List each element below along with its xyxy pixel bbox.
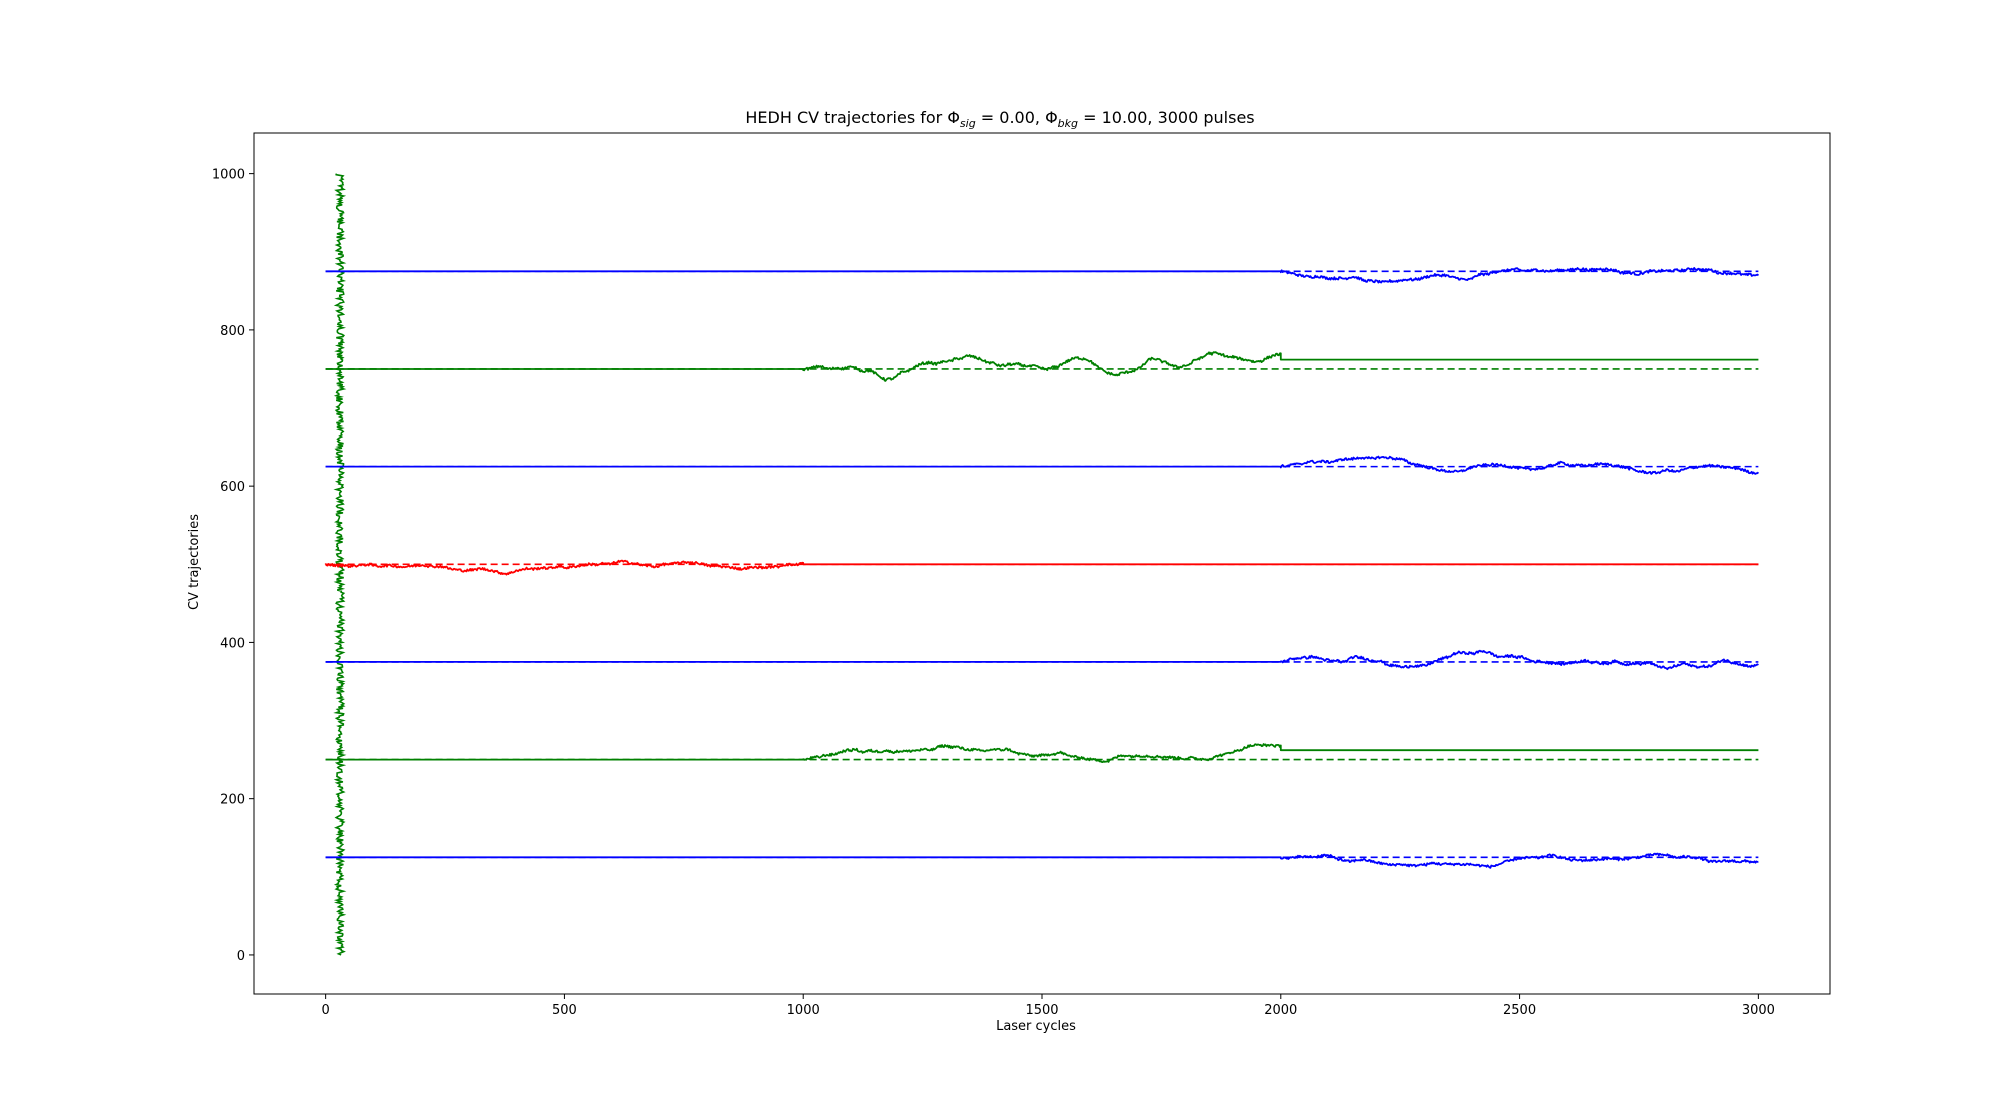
- x-tick-label: 1000: [787, 1003, 820, 1018]
- trajectory-blue-375: [325, 649, 1759, 671]
- y-tick-label: 1000: [212, 168, 245, 183]
- title-sig-sub: sig: [960, 117, 976, 130]
- x-tick-label: 1500: [1025, 1003, 1058, 1018]
- title-prefix: HEDH CV trajectories for: [745, 108, 947, 127]
- x-tick-label: 2500: [1503, 1003, 1536, 1018]
- x-axis-label: Laser cycles: [996, 1019, 1076, 1034]
- x-tick-label: 2000: [1264, 1003, 1297, 1018]
- title-sig-symbol: Φ: [947, 108, 960, 127]
- trajectory-green-750: [325, 351, 1759, 382]
- y-tick-label: 200: [220, 793, 245, 808]
- title-bkg-value: = 10.00, 3000 pulses: [1078, 108, 1255, 127]
- trajectory-blue-875: [325, 267, 1760, 284]
- trajectory-red-500: [324, 559, 1759, 576]
- y-axis-label: CV trajectories: [187, 514, 202, 610]
- trajectory-blue-125: [325, 852, 1759, 869]
- y-tick-label: 600: [220, 480, 245, 495]
- x-tick-label: 3000: [1742, 1003, 1775, 1018]
- title-bkg-sub: bkg: [1058, 117, 1078, 130]
- chart-title: HEDH CV trajectories for Φsig = 0.00, Φb…: [745, 108, 1254, 130]
- title-sig-value: = 0.00,: [976, 108, 1045, 127]
- x-tick-label: 500: [552, 1003, 577, 1018]
- x-tick-label: 0: [321, 1003, 329, 1018]
- title-bkg-symbol: Φ: [1045, 108, 1058, 127]
- plot-area: [324, 173, 1760, 956]
- trajectory-blue-625: [325, 455, 1760, 475]
- axes: 0 500 1000 1500 2000 2500 3000 0 200 400 600 800 100…: [212, 132, 1831, 1018]
- trajectory-green-250: [325, 743, 1759, 763]
- y-tick-label: 400: [220, 636, 245, 651]
- y-tick-label: 800: [220, 324, 245, 339]
- y-tick-label: 0: [237, 949, 245, 964]
